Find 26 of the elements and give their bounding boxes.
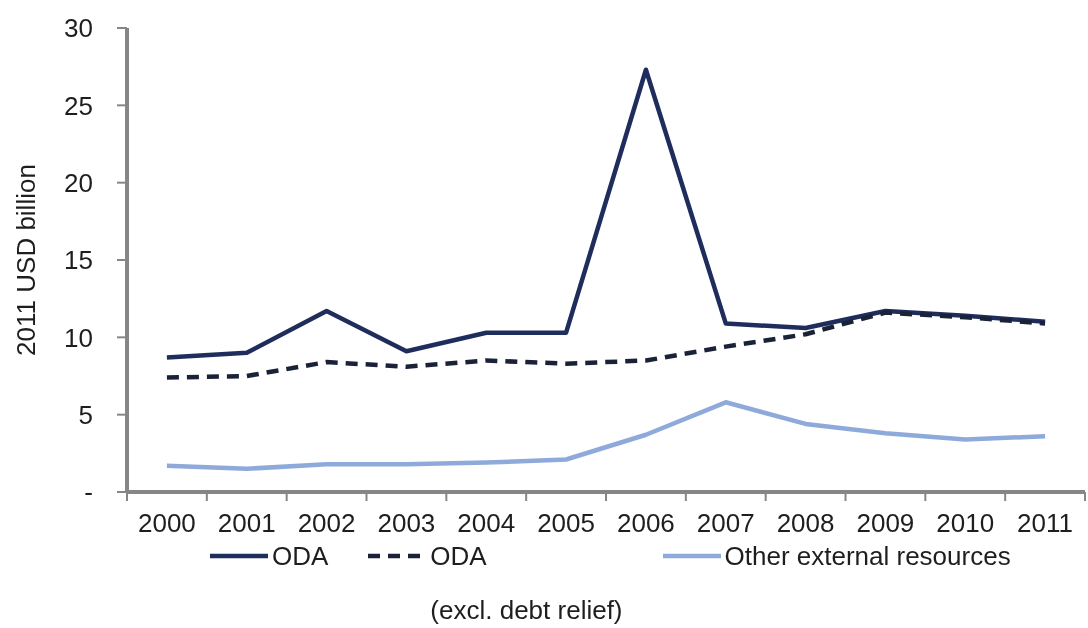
y-tick-label: 10 (64, 322, 93, 353)
x-tick-label: 2005 (537, 508, 596, 538)
x-tick-label: 2003 (377, 508, 436, 538)
line-series (164, 67, 1048, 360)
x-tick-label: 2007 (696, 508, 755, 538)
y-tick-label: 30 (64, 13, 93, 44)
x-tick-label: 2000 (137, 508, 196, 538)
x-tick-label: 2008 (776, 508, 835, 538)
legend-label: ODA (excl. debt relief) (430, 541, 623, 625)
legend-label: Other external resources (724, 541, 1011, 571)
x-tick-label: 2004 (457, 508, 516, 538)
line-series (164, 310, 1048, 380)
x-tick-label: 2011 (1017, 508, 1074, 538)
x-tick-label: 2010 (936, 508, 995, 538)
legend-label: ODA (272, 541, 329, 571)
y-tick-label: 5 (78, 399, 93, 430)
y-tick-label: 25 (64, 90, 93, 121)
x-tick-label: 2002 (297, 508, 356, 538)
line-series (164, 400, 1048, 472)
x-tick-label: 2009 (856, 508, 915, 538)
x-tick-label: 2001 (217, 508, 276, 538)
x-tick-label: 2006 (616, 508, 675, 538)
y-axis-title: 2011 USD billion (11, 164, 41, 356)
y-tick-label: 20 (64, 167, 93, 198)
y-tick-label: 15 (64, 245, 93, 276)
y-tick-label: - (84, 477, 93, 508)
